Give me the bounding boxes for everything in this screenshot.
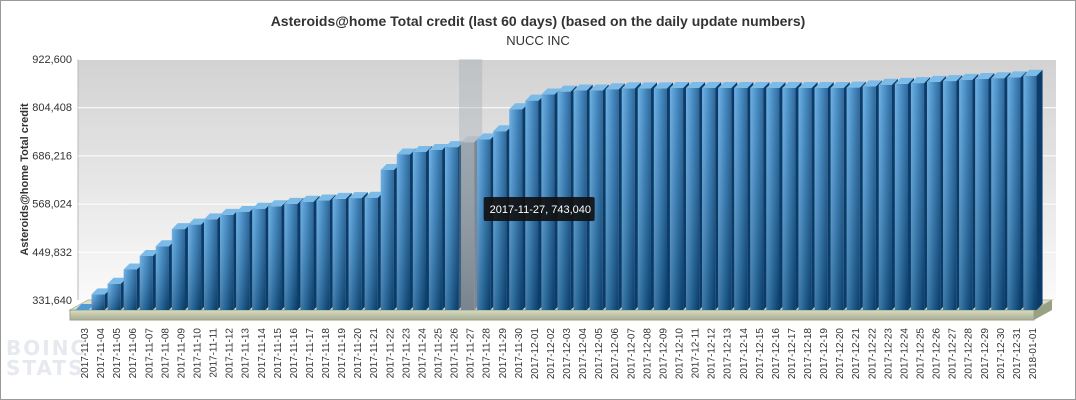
x-tick-label: 2017-11-29 <box>498 328 509 379</box>
x-tick-label: 2017-12-15 <box>755 328 766 380</box>
bar[interactable] <box>348 192 368 310</box>
x-tick-label: 2017-11-27 <box>466 328 477 379</box>
x-tick-label: 2017-11-28 <box>482 328 493 379</box>
x-tick-label: 2017-12-17 <box>787 328 798 380</box>
x-tick-label: 2017-12-21 <box>851 328 862 380</box>
x-tick-label: 2017-12-05 <box>594 328 605 380</box>
bar[interactable] <box>380 163 400 310</box>
x-tick-label: 2017-11-15 <box>273 328 284 379</box>
x-tick-label: 2017-11-13 <box>241 328 252 379</box>
x-tick-label: 2017-11-08 <box>160 328 171 379</box>
x-tick-label: 2017-11-05 <box>112 328 123 379</box>
x-tick-label: 2017-11-12 <box>225 328 236 379</box>
y-tick-label: 568,024 <box>32 199 72 211</box>
bar[interactable] <box>220 208 240 310</box>
bar[interactable] <box>1023 69 1043 311</box>
x-tick-label: 2017-12-09 <box>658 328 669 380</box>
x-tick-label: 2017-12-14 <box>739 328 750 380</box>
x-tick-label: 2017-11-03 <box>80 328 91 379</box>
bar[interactable] <box>396 148 416 310</box>
bar[interactable] <box>653 82 674 310</box>
x-tick-label: 2017-12-16 <box>771 328 782 380</box>
x-tick-label: 2017-12-22 <box>867 328 878 380</box>
x-tick-label: 2017-12-26 <box>932 328 943 380</box>
x-tick-label: 2017-11-19 <box>337 328 348 379</box>
x-tick-label: 2017-11-16 <box>289 328 300 379</box>
y-tick-label: 922,600 <box>32 54 72 66</box>
y-tick-label: 331,640 <box>32 295 72 307</box>
chart-floor-side <box>1034 300 1052 320</box>
chart-subtitle: NUCC INC <box>506 33 570 48</box>
x-tick-label: 2017-11-18 <box>321 328 332 379</box>
y-tick-label: 804,408 <box>32 102 72 114</box>
y-tick-label: 449,832 <box>32 247 72 259</box>
x-tick-label: 2017-12-23 <box>883 328 894 380</box>
x-tick-label: 2017-12-18 <box>803 328 814 380</box>
bar[interactable] <box>75 304 95 310</box>
x-tick-label: 2017-11-04 <box>96 328 107 379</box>
x-tick-label: 2017-12-25 <box>916 328 927 380</box>
x-tick-label: 2017-11-25 <box>434 328 445 379</box>
x-tick-label: 2017-12-11 <box>691 328 702 379</box>
tooltip: 2017-11-27, 743,040 <box>483 197 595 221</box>
x-tick-label: 2017-12-19 <box>819 328 830 380</box>
x-tick-label: 2017-11-30 <box>514 328 525 379</box>
x-tick-label: 2017-11-20 <box>353 328 364 379</box>
x-tick-label: 2017-11-14 <box>257 328 268 379</box>
x-tick-label: 2017-12-13 <box>723 328 734 380</box>
x-tick-label: 2017-12-24 <box>899 328 910 380</box>
x-tick-label: 2017-11-09 <box>176 328 187 379</box>
hover-column <box>459 59 483 310</box>
boinc-stats-logo: BOINC STATS <box>6 336 88 380</box>
x-tick-label: 2017-12-04 <box>578 328 589 380</box>
x-tick-label: 2017-12-12 <box>707 328 718 380</box>
bar[interactable] <box>991 72 1011 311</box>
x-tick-label: 2017-11-10 <box>193 328 204 379</box>
x-tick-label: 2017-12-06 <box>610 328 621 380</box>
bar[interactable] <box>316 194 336 310</box>
x-tick-label: 2017-12-07 <box>626 328 637 380</box>
x-tick-label: 2017-12-20 <box>835 328 846 380</box>
x-tick-label: 2017-11-21 <box>369 328 380 379</box>
x-tick-label: 2017-12-27 <box>948 328 959 380</box>
tooltip-text: 2017-11-27, 743,040 <box>490 204 591 216</box>
bar[interactable] <box>734 82 754 310</box>
x-tick-label: 2017-11-06 <box>128 328 139 379</box>
x-tick-label: 2017-11-22 <box>385 328 396 379</box>
x-tick-label: 2017-12-03 <box>562 328 573 380</box>
y-axis-title: Asteroids@home Total credit <box>19 103 31 256</box>
x-tick-label: 2017-11-24 <box>417 328 428 379</box>
x-tick-label: 2017-12-28 <box>964 328 975 380</box>
x-tick-label: 2017-11-26 <box>450 328 461 379</box>
x-tick-label: 2018-01-01 <box>1028 328 1039 380</box>
x-tick-label: 2017-11-23 <box>401 328 412 379</box>
x-tick-label: 2017-11-17 <box>305 328 316 379</box>
x-tick-label: 2017-11-07 <box>144 328 155 379</box>
x-tick-label: 2017-12-08 <box>642 328 653 380</box>
y-tick-label: 686,216 <box>32 150 72 162</box>
x-tick-label: 2017-12-31 <box>1012 328 1023 380</box>
x-tick-label: 2017-12-02 <box>546 328 557 380</box>
x-tick-label: 2017-12-30 <box>996 328 1007 380</box>
x-tick-label: 2017-12-01 <box>530 328 541 380</box>
x-tick-label: 2017-12-29 <box>980 328 991 380</box>
chart-floor-front <box>69 309 1035 321</box>
bar[interactable] <box>203 213 224 310</box>
x-tick-label: 2017-12-10 <box>675 328 686 380</box>
chart-title: Asteroids@home Total credit (last 60 day… <box>270 13 806 29</box>
x-tick-label: 2017-11-11 <box>209 328 220 378</box>
